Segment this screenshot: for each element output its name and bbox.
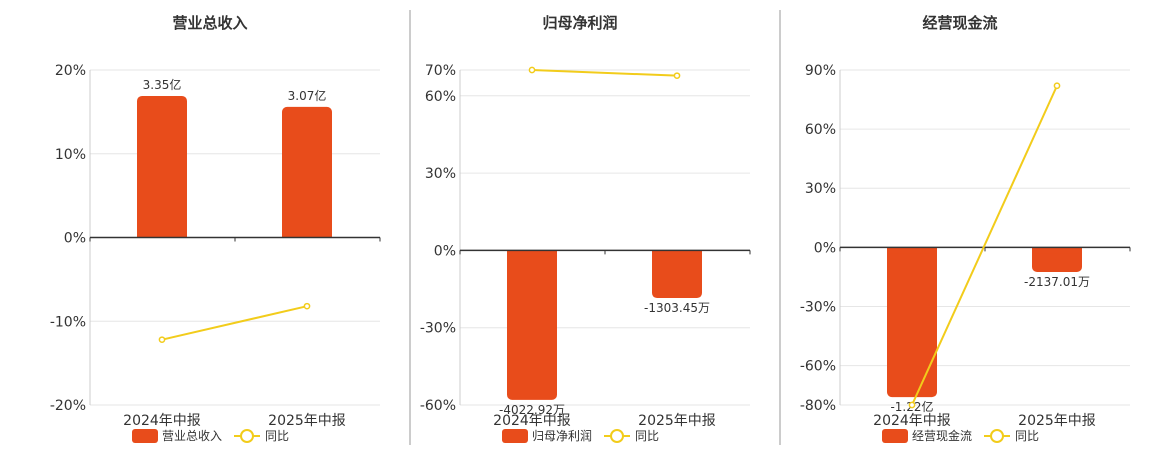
y-tick-label: 30% (805, 181, 836, 197)
y-tick-label: 60% (805, 122, 836, 138)
legend-line-label: 同比 (635, 429, 659, 443)
bar-base (652, 250, 702, 257)
yoy-point (303, 302, 311, 310)
x-category-label: 2025年中报 (1018, 413, 1096, 429)
legend-line-label: 同比 (1015, 429, 1039, 443)
y-tick-label: -20% (50, 398, 86, 414)
bar (1032, 247, 1082, 272)
y-tick-label: -60% (800, 359, 836, 375)
bar-base (1032, 247, 1082, 254)
y-tick-label: -10% (50, 314, 86, 330)
x-category-label: 2025年中报 (268, 413, 346, 429)
legend-line-marker (240, 429, 254, 443)
chart-title: 归母净利润 (542, 14, 617, 32)
bar-data-label: -4022.92万 (499, 403, 565, 417)
bar (282, 106, 332, 238)
bar-data-label: 3.35亿 (143, 77, 182, 92)
legend-line-marker (990, 429, 1004, 443)
bar-data-label: 3.07亿 (288, 88, 327, 103)
y-tick-label: -80% (800, 398, 836, 414)
chart-title: 营业总收入 (172, 14, 247, 32)
y-tick-label: -60% (420, 398, 456, 414)
y-tick-label: 90% (805, 63, 836, 79)
bar (887, 247, 937, 398)
legend-line-marker (610, 429, 624, 443)
y-tick-label: -30% (420, 321, 456, 337)
x-category-label: 2024年中报 (123, 413, 201, 429)
y-tick-label: 0% (814, 240, 836, 256)
chart-title: 经营现金流 (922, 14, 997, 32)
bar (507, 250, 557, 400)
legend-bar-swatch (132, 429, 158, 443)
yoy-point (908, 401, 916, 409)
y-tick-label: -30% (800, 299, 836, 315)
bar-base (507, 250, 557, 257)
yoy-point (1053, 82, 1061, 90)
yoy-point (673, 72, 681, 80)
yoy-line (911, 85, 1058, 406)
bar-base (282, 231, 332, 238)
legend-line-label: 同比 (265, 429, 289, 443)
y-tick-label: 60% (425, 89, 456, 105)
legend-bar-swatch (882, 429, 908, 443)
legend-bar-label: 归母净利润 (532, 429, 592, 443)
bar (137, 95, 187, 238)
y-tick-label: 10% (55, 147, 86, 163)
bar-base (887, 247, 937, 254)
x-category-label: 2024年中报 (873, 413, 951, 429)
yoy-point (528, 66, 536, 74)
y-tick-label: 0% (64, 231, 86, 247)
y-tick-label: 30% (425, 166, 456, 182)
bar-data-label: -1303.45万 (644, 301, 710, 315)
yoy-line (161, 305, 308, 341)
y-tick-label: 20% (55, 63, 86, 79)
y-tick-label: 0% (434, 243, 456, 259)
x-category-label: 2025年中报 (638, 413, 716, 429)
bar-base (137, 231, 187, 238)
y-tick-label: 70% (425, 63, 456, 79)
legend-bar-label: 经营现金流 (912, 428, 972, 443)
x-category-label: 2024年中报 (493, 413, 571, 429)
yoy-point (158, 336, 166, 344)
legend-bar-swatch (502, 429, 528, 443)
legend-bar-label: 营业总收入 (162, 429, 222, 443)
yoy-line (531, 69, 678, 77)
bar (652, 250, 702, 299)
bar-data-label: -2137.01万 (1024, 275, 1090, 289)
